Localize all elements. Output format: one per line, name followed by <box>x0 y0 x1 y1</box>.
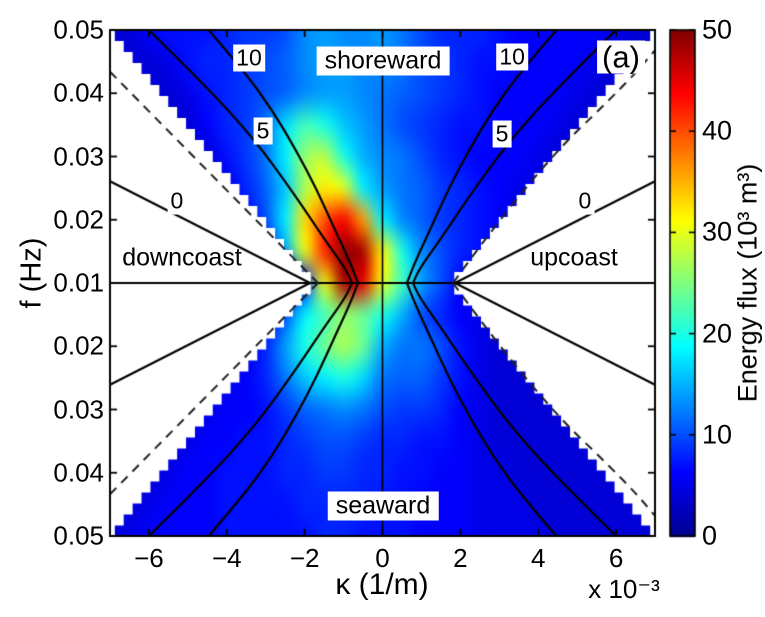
x-axis-multiplier: x 10⁻³ <box>588 574 660 604</box>
x-axis-label: κ (1/m) <box>335 568 429 601</box>
colorbar-label: Energy flux (10³ m³) <box>732 163 763 403</box>
y-tick-label: 0.04 <box>53 77 104 108</box>
x-tick-label: −2 <box>289 543 320 573</box>
annotation-shoreward: shoreward <box>316 46 450 76</box>
x-tick-label: −4 <box>211 543 242 573</box>
contour-label: 5 <box>492 120 512 148</box>
y-tick-label: 0.05 <box>53 14 104 45</box>
x-tick-label: 2 <box>453 543 468 573</box>
colorbar-tick-label: 40 <box>702 115 733 146</box>
x-tick-label: 4 <box>530 543 546 573</box>
y-tick-label: 0.03 <box>53 394 104 424</box>
colorbar-tick-label: 10 <box>702 419 733 450</box>
contour-label: 0 <box>167 187 187 215</box>
annotation-downcoast: downcoast <box>122 243 242 272</box>
colorbar-tick-label: 0 <box>702 520 718 551</box>
annotation-seaward: seaward <box>327 491 439 521</box>
y-tick-label: 0.02 <box>53 330 104 361</box>
colorbar-tick-label: 30 <box>702 216 733 247</box>
panel-label: (a) <box>597 40 645 74</box>
y-tick-label: 0.03 <box>53 141 104 171</box>
y-tick-label: 0.04 <box>53 457 104 488</box>
contour-label: 5 <box>253 117 273 145</box>
y-tick-label: 0.02 <box>53 204 104 235</box>
colorbar-tick-label: 50 <box>702 14 733 45</box>
y-tick-label: 0.05 <box>53 520 104 551</box>
x-tick-label: 6 <box>608 543 624 573</box>
y-tick-label: 0.01 <box>53 267 104 298</box>
contour-label: 10 <box>496 43 528 71</box>
contour-label: 0 <box>575 187 595 215</box>
annotation-upcoast: upcoast <box>530 243 618 272</box>
colorbar-tick-label: 20 <box>702 318 733 349</box>
x-tick-label: −6 <box>134 543 164 573</box>
x-tick-label: 0 <box>375 543 390 573</box>
contour-label: 10 <box>233 44 265 72</box>
